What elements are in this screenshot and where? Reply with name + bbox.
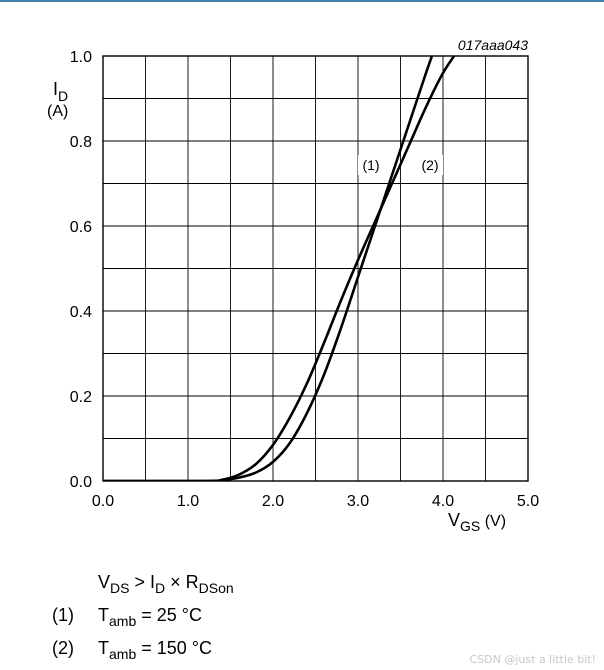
watermark: CSDN @just a little bit! [469,653,596,666]
x-axis-label: VGS (V) [448,510,506,534]
y-tick-label: 0.2 [70,389,92,406]
condition-line: VDS > ID × RDSon [98,572,234,596]
grid [103,56,528,481]
y-tick-label: 0.0 [70,474,92,491]
y-tick-label: 0.8 [70,134,92,151]
figure-code: 017aaa043 [458,37,528,53]
series-line-2 [103,56,456,481]
y-axis-unit: (A) [47,103,68,120]
y-tick-labels: 0.0 0.2 0.4 0.6 0.8 1.0 [70,49,92,491]
curves [103,56,456,481]
curve-1-tag: (1) [362,157,379,173]
top-rule [0,0,604,2]
curve-2-tag-bg [417,155,443,175]
legend-item-2: (2) Tamb = 150 °C [52,638,212,662]
plot-frame [102,55,529,482]
y-tick-label: 1.0 [70,49,92,66]
x-tick-label: 3.0 [347,493,369,510]
x-tick-label: 2.0 [262,493,284,510]
x-tick-label: 1.0 [177,493,199,510]
x-tick-label: 4.0 [432,493,454,510]
y-tick-label: 0.6 [70,219,92,236]
conditions-block: VDS > ID × RDSon (1) Tamb = 25 °C (2) Tamb… [52,566,234,665]
y-tick-label: 0.4 [70,304,92,321]
x-tick-label: 0.0 [92,493,114,510]
legend-item-1: (1) Tamb = 25 °C [52,605,202,629]
x-tick-labels: 0.0 1.0 2.0 3.0 4.0 5.0 [92,493,539,510]
y-axis-label: ID [53,79,68,104]
x-tick-label: 5.0 [517,493,539,510]
chart: 0.0 1.0 2.0 3.0 4.0 5.0 0.0 0.2 0.4 0.6 0.8 1.0 01… [47,37,539,534]
curve-1-tag-bg [358,155,384,175]
curve-2-tag: (2) [421,157,438,173]
